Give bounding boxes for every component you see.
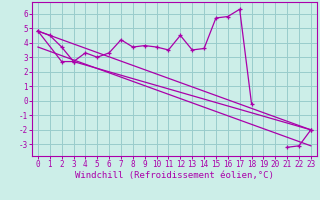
X-axis label: Windchill (Refroidissement éolien,°C): Windchill (Refroidissement éolien,°C) (75, 171, 274, 180)
